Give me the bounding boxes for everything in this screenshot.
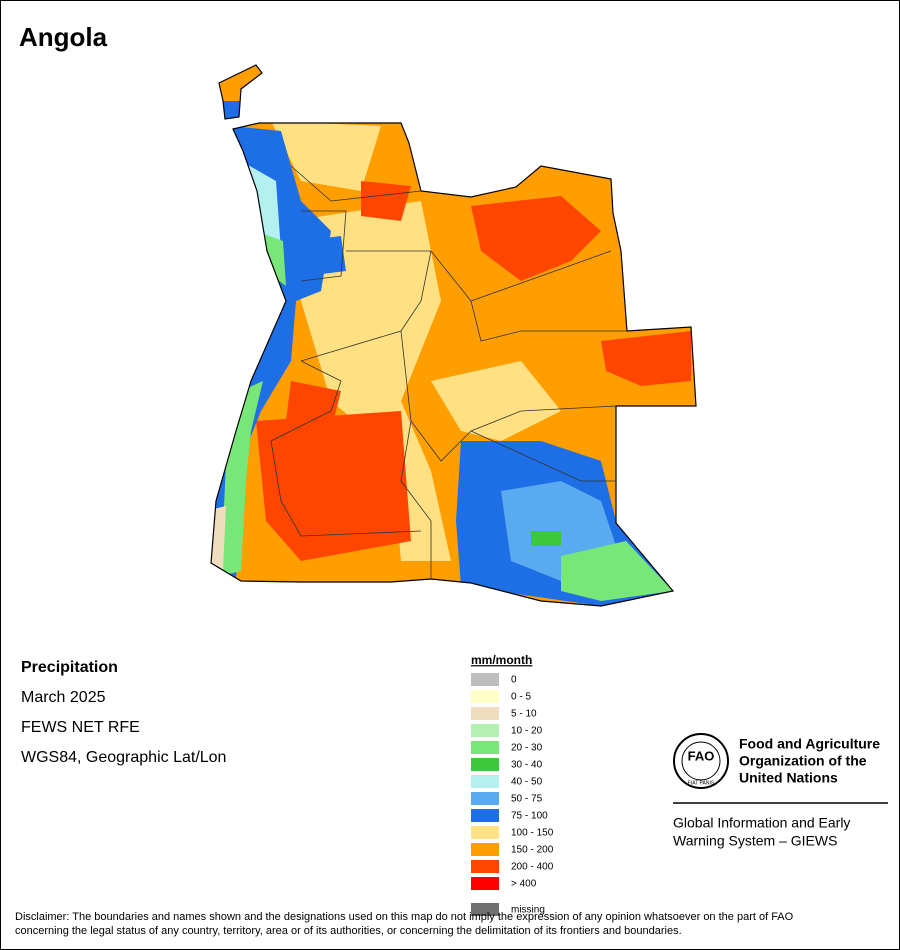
legend-label: 40 - 50 (511, 777, 543, 788)
logo-acronym: FAO (688, 748, 715, 763)
legend-label: 75 - 100 (511, 811, 548, 822)
system-name: Global Information and Early (673, 815, 850, 831)
legend-unit: mm/month (471, 653, 532, 667)
legend-swatch (471, 775, 499, 788)
legend-label: 150 - 200 (511, 845, 554, 856)
legend-label: 200 - 400 (511, 862, 554, 873)
org-name: United Nations (739, 770, 838, 786)
province-boundaries (210, 64, 697, 607)
info-heading: Precipitation (21, 659, 118, 676)
disclaimer: Disclaimer: The boundaries and names sho… (15, 911, 794, 923)
precipitation-raster (211, 65, 696, 606)
logo-ring (673, 733, 729, 789)
legend-swatch (471, 826, 499, 839)
legend-swatch (471, 690, 499, 703)
legend-swatch (471, 758, 499, 771)
info-line: WGS84, Geographic Lat/Lon (21, 749, 226, 766)
legend-swatch (471, 707, 499, 720)
logo-inner (681, 741, 721, 781)
legend-label: 5 - 10 (511, 709, 537, 720)
map-title: Angola (19, 22, 108, 52)
info-line: FEWS NET RFE (21, 719, 140, 736)
org-name: Organization of the (739, 753, 867, 769)
logo-motto: FIAT PANIS (688, 780, 715, 786)
legend-swatch (471, 903, 499, 916)
legend-label: 50 - 75 (511, 794, 543, 805)
org-name: Food and Agriculture (739, 736, 880, 752)
legend-swatch (471, 741, 499, 754)
legend-swatch (471, 843, 499, 856)
disclaimer: concerning the legal status of any count… (15, 925, 682, 937)
legend-swatch (471, 792, 499, 805)
legend-swatch (471, 860, 499, 873)
legend-label: missing (511, 905, 545, 916)
system-name: Warning System – GIEWS (673, 833, 837, 849)
fao-logo: FAO FIAT PANIS Food and Agriculture Orga… (673, 733, 888, 849)
legend-label: 30 - 40 (511, 760, 543, 771)
legend-label: 0 - 5 (511, 692, 531, 703)
legend-label: 20 - 30 (511, 743, 543, 754)
info-line: March 2025 (21, 689, 106, 706)
legend-label: 10 - 20 (511, 726, 543, 737)
legend-swatch (471, 724, 499, 737)
legend-label: > 400 (511, 879, 537, 890)
legend-swatch (471, 673, 499, 686)
legend-label: 100 - 150 (511, 828, 554, 839)
legend-swatch (471, 809, 499, 822)
info-block: Precipitation March 2025 FEWS NET RFE WG… (21, 659, 226, 766)
legend-swatch (471, 877, 499, 890)
legend-label: 0 (511, 675, 517, 686)
legend: mm/month 0 0 - 5 5 - 10 10 - 20 20 - 30 30 - … (471, 653, 554, 916)
